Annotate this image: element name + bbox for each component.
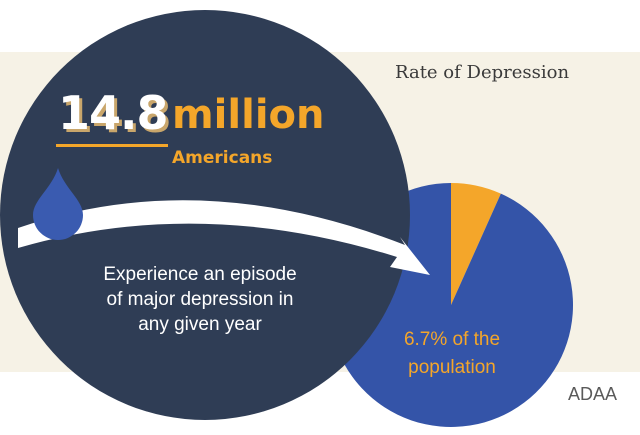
pie-data-label: 6.7% of the population: [372, 326, 532, 382]
curved-arrow: [18, 200, 430, 275]
headline-unit: million: [172, 92, 325, 138]
description-line: any given year: [138, 314, 262, 335]
description-line: Experience an episode: [103, 264, 297, 285]
pie-label-line: 6.7% of the: [403, 329, 501, 350]
water-drop-icon: [33, 168, 83, 240]
chart-title: Rate of Depression: [395, 62, 570, 83]
pie-slice-highlight: [451, 182, 501, 305]
headline-underline: [56, 144, 168, 147]
source-credit: ADAA: [568, 384, 618, 404]
headline-subject: Americans: [172, 148, 273, 168]
description-text: Experience an episode of major depressio…: [60, 262, 340, 337]
headline-number: 14.8: [58, 86, 168, 140]
pie-label-line: population: [408, 357, 496, 378]
description-line: of major depression in: [106, 289, 294, 310]
